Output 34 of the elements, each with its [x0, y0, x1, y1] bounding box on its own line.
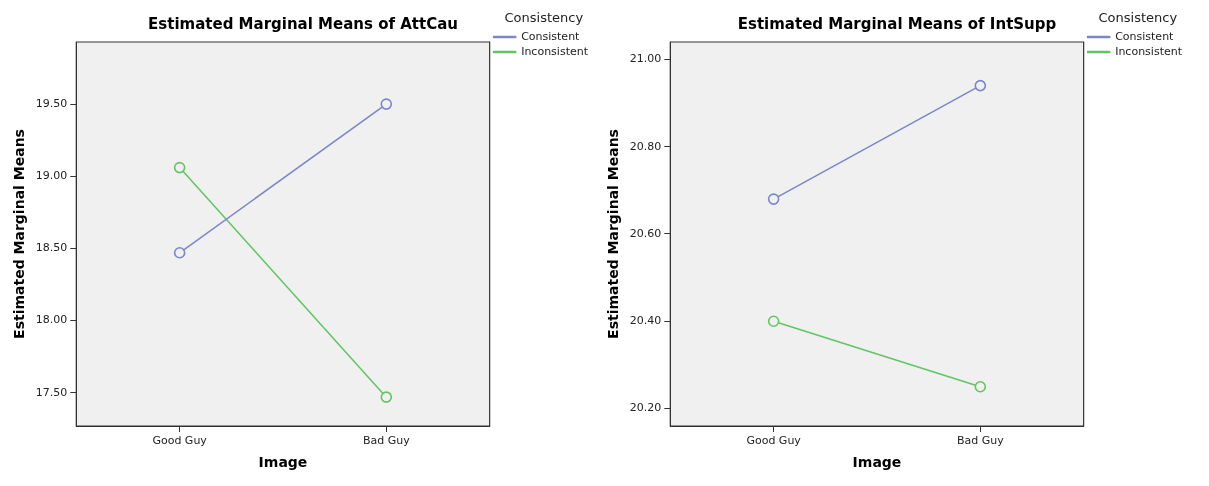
y-tick-label: 18.00: [35, 313, 68, 327]
point: [767, 193, 780, 205]
y-tick-label: 17.50: [35, 385, 68, 399]
legend-label: Inconsistent: [521, 44, 589, 58]
y-tick-label: 20.60: [629, 226, 662, 240]
x-tick-label: Bad Guy: [362, 434, 411, 448]
y-axis-title: Estimated Marginal Means: [11, 129, 28, 339]
y-tick-label: 20.40: [629, 314, 662, 328]
y-tick-label: 19.50: [35, 96, 68, 110]
point: [380, 391, 393, 403]
y-tick-label: 21.00: [629, 52, 662, 66]
legend-label: Consistent: [521, 29, 581, 43]
point: [173, 161, 186, 174]
legend-title: Consistency: [1098, 9, 1178, 25]
legend-title: Consistency: [504, 9, 584, 25]
x-tick-label: Good Guy: [746, 434, 802, 448]
chart-title: Estimated Marginal Means of AttCau: [148, 14, 458, 33]
legend-label: Inconsistent: [1115, 44, 1183, 58]
point: [380, 98, 393, 110]
point: [974, 380, 987, 393]
point: [173, 246, 186, 259]
point: [974, 79, 987, 92]
x-axis-title: Image: [852, 454, 902, 471]
chart-title: Estimated Marginal Means of IntSupp: [737, 14, 1057, 33]
y-tick-label: 20.20: [629, 401, 662, 415]
legend-label: Consistent: [1115, 29, 1175, 43]
y-tick-label: 19.00: [35, 169, 68, 183]
y-axis-title: Estimated Marginal Means: [605, 129, 622, 339]
y-tick-label: 20.80: [629, 139, 662, 153]
y-tick-label: 18.50: [35, 241, 68, 255]
x-axis-title: Image: [258, 454, 308, 471]
point: [767, 315, 780, 328]
x-tick-label: Good Guy: [152, 434, 208, 448]
x-tick-label: Bad Guy: [956, 434, 1005, 448]
